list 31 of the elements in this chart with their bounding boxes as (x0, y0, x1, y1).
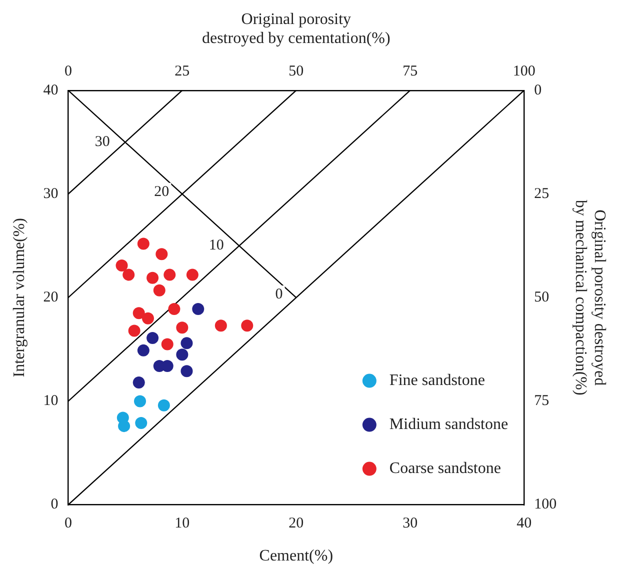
y2-tick-label: 25 (534, 186, 550, 202)
x-tick-label: 40 (516, 516, 532, 532)
y2-tick-label: 100 (534, 496, 557, 513)
y2-axis-title: Original porosity destroyed by mechanical compaction(%) (572, 200, 608, 396)
x-axis-title: Cement(%) (259, 548, 334, 565)
legend-label: Coarse sandstone (389, 460, 501, 478)
x-tick-label: 0 (64, 516, 72, 532)
x2-tick-label: 0 (64, 63, 72, 80)
x2-axis-title: Original porosity destroyed by cementation(%) (202, 10, 390, 48)
x-tick-label: 10 (174, 516, 190, 532)
annotation: 0 (275, 286, 283, 302)
y-tick-label: 20 (43, 290, 58, 306)
y2-tick-label: 75 (534, 393, 550, 410)
y-tick-label: 10 (43, 393, 58, 410)
x2-tick-label: 75 (402, 63, 418, 80)
x-tick-label: 30 (402, 516, 418, 532)
x2-tick-label: 50 (288, 63, 304, 80)
y-tick-label: 0 (50, 496, 58, 513)
annotation: 30 (94, 134, 110, 150)
y2-tick-label: 50 (534, 290, 550, 306)
x2-tick-label: 100 (512, 63, 536, 80)
y2-tick-label: 0 (534, 82, 542, 98)
x2-tick-label: 25 (174, 63, 190, 80)
y-tick-label: 40 (43, 82, 58, 98)
legend-label: Fine sandstone (389, 372, 485, 390)
annotation: 20 (154, 184, 170, 200)
legend-label: Midium sandstone (389, 416, 508, 434)
x-tick-label: 20 (288, 516, 304, 532)
y-tick-label: 30 (43, 186, 58, 202)
annotation: 10 (208, 238, 224, 254)
y-axis-title: Intergranular volume(%) (10, 218, 28, 378)
